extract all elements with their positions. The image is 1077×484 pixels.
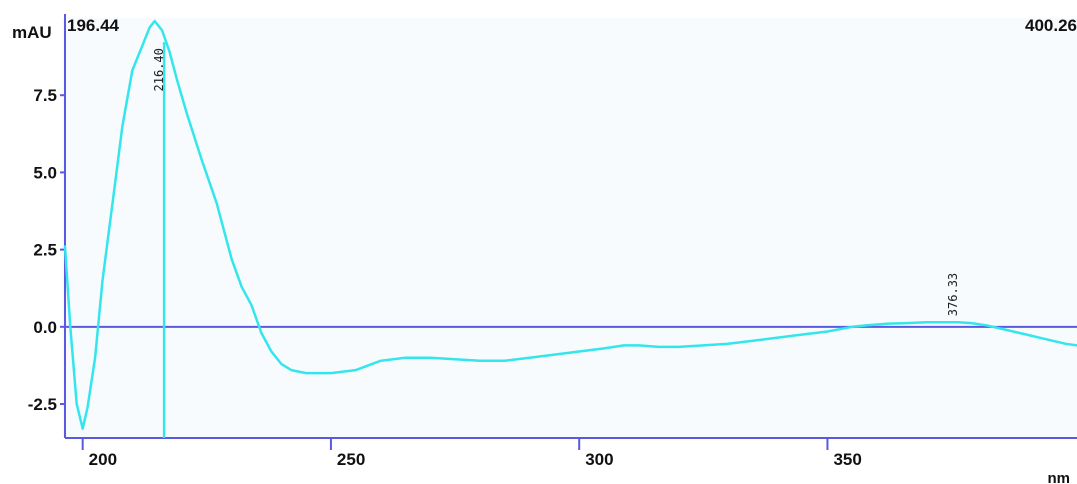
y-tick-label: -2.5 [28, 395, 57, 414]
peak-label: 216.40 [152, 48, 166, 91]
peak-label: 376.33 [946, 273, 960, 316]
range-start-label: 196.44 [67, 16, 120, 35]
spectrum-line [63, 19, 1077, 430]
x-tick-label: 300 [585, 450, 613, 469]
axes [60, 14, 1077, 450]
labels: -2.5 0.0 2.5 5.0 7.5 200 250 300 350 mAU 196.44 400… [12, 16, 1077, 484]
series-layer [63, 19, 1077, 438]
y-tick-label: 2.5 [33, 241, 57, 260]
y-tick-label: 0.0 [33, 318, 57, 337]
plot-area [62, 18, 1077, 438]
y-tick-label: 7.5 [33, 86, 57, 105]
x-tick-label: 250 [337, 450, 365, 469]
y-tick-label: 5.0 [33, 163, 57, 182]
x-axis-unit-label: nm [1048, 470, 1071, 484]
y-axis-unit-label: mAU [12, 23, 52, 42]
range-end-label: 400.26 [1025, 16, 1077, 35]
x-tick-label: 200 [89, 450, 117, 469]
x-tick-label: 350 [833, 450, 861, 469]
